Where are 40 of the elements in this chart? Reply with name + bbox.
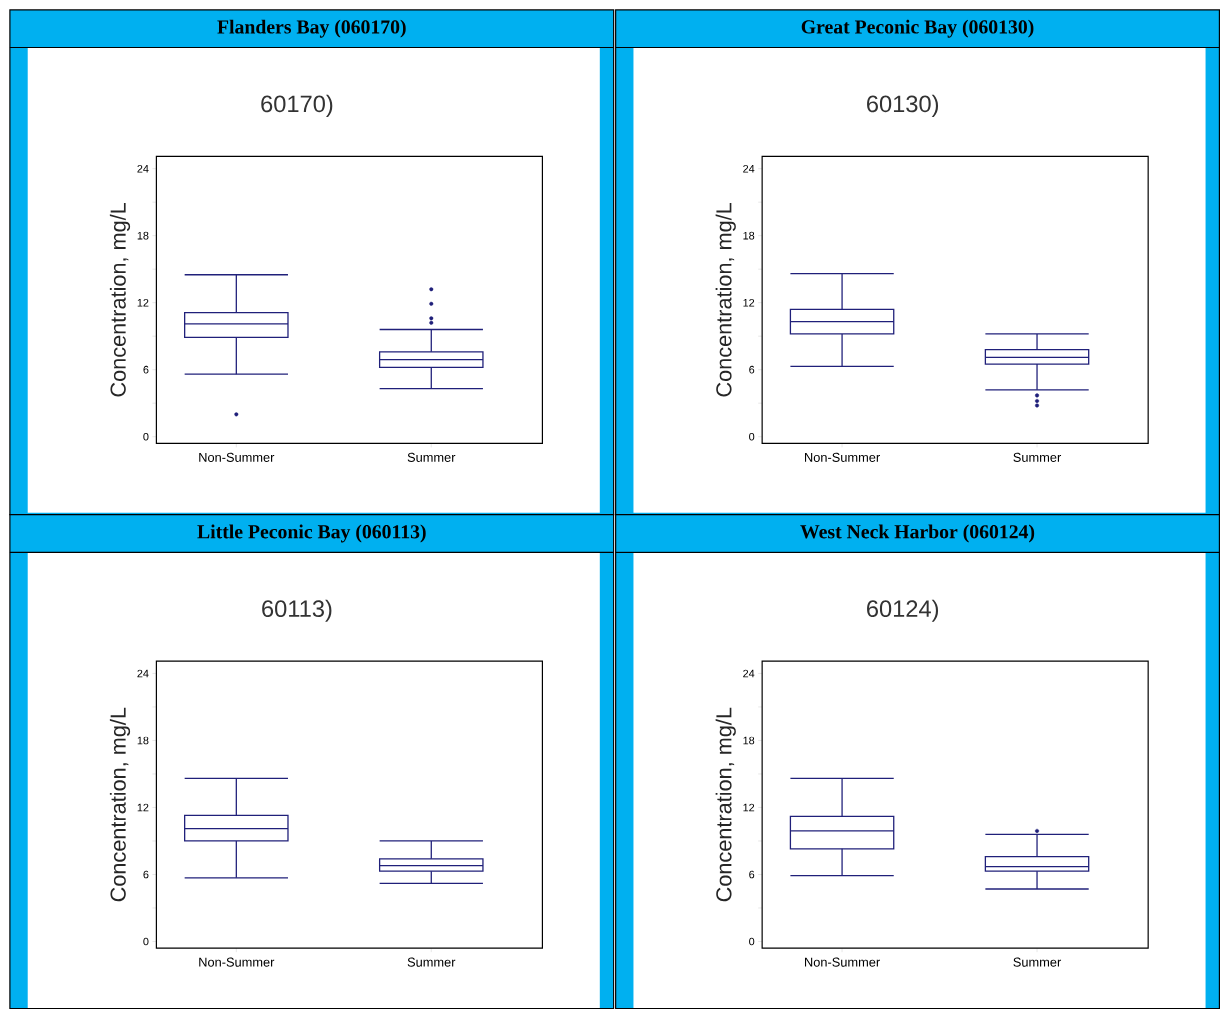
y-tick-label: 12: [137, 298, 149, 307]
x-tick-label: Summer: [1013, 957, 1062, 967]
y-tick-label: 18: [743, 736, 755, 745]
y-tick-label: 12: [743, 803, 755, 812]
y-tick-label: 6: [749, 870, 755, 879]
x-tick-label: Summer: [407, 452, 456, 462]
x-tick-label: Non-Summer: [199, 452, 275, 462]
y-tick-label: 24: [743, 164, 755, 173]
y-axis-title: Concentration, mg/L: [109, 707, 131, 902]
y-tick-label: 0: [143, 432, 149, 441]
y-tick-label: 0: [143, 937, 149, 946]
y-tick-label: 24: [137, 164, 149, 173]
chart-subtitle: 60124): [867, 599, 939, 622]
chart-title: Flanders Bay (060170): [217, 19, 406, 38]
y-axis-title: Concentration, mg/L: [715, 707, 736, 902]
y-tick-label: 0: [749, 432, 755, 441]
chart-title: Great Peconic Bay (060130): [801, 19, 1034, 38]
x-tick-label: Non-Summer: [805, 957, 880, 967]
x-tick-label: Non-Summer: [805, 452, 880, 462]
x-tick-label: Non-Summer: [199, 957, 275, 967]
chart-subtitle: 60113): [262, 599, 332, 622]
y-tick-label: 24: [137, 669, 149, 678]
y-tick-label: 6: [143, 365, 149, 374]
y-tick-label: 6: [749, 365, 755, 374]
y-tick-label: 18: [137, 736, 149, 745]
y-tick-label: 18: [743, 231, 755, 240]
x-tick-label: Summer: [407, 957, 456, 967]
y-axis-title: Concentration, mg/L: [109, 202, 131, 397]
y-tick-label: 12: [137, 803, 149, 812]
chart-title: West Neck Harbor (060124): [800, 524, 1035, 543]
y-tick-label: 18: [137, 231, 149, 240]
y-tick-label: 6: [143, 870, 149, 879]
chart-subtitle: 60170): [261, 94, 333, 117]
y-tick-label: 24: [743, 669, 755, 678]
y-tick-label: 12: [743, 298, 755, 307]
y-axis-title: Concentration, mg/L: [715, 202, 736, 397]
x-tick-label: Summer: [1013, 452, 1062, 462]
chart-title: Little Peconic Bay (060113): [197, 524, 426, 543]
y-tick-label: 0: [749, 937, 755, 946]
chart-subtitle: 60130): [867, 94, 939, 117]
